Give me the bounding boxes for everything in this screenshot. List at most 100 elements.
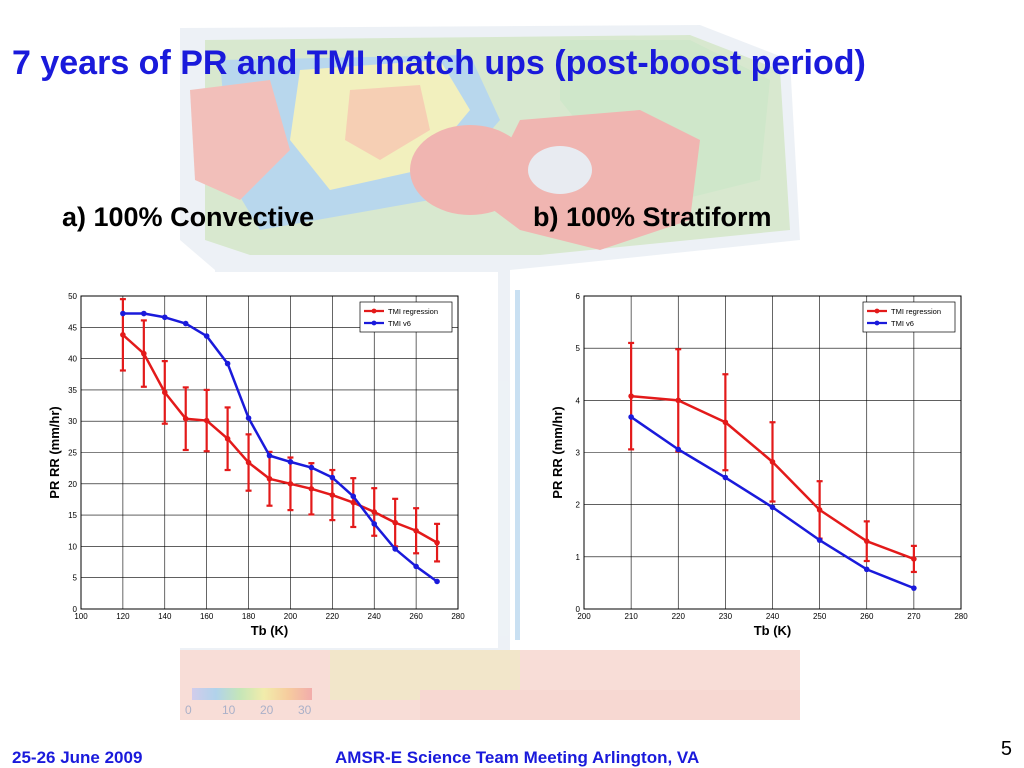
colorbar-tick: 10 <box>222 703 236 717</box>
data-point <box>769 459 776 465</box>
data-point <box>413 563 419 570</box>
data-point <box>350 493 357 500</box>
data-point <box>434 539 440 546</box>
data-point <box>722 419 729 426</box>
chart-panel-convective: 100 120 140 160 180 200 220 240 260 280 0 5 10 15 20 25… <box>20 272 498 648</box>
data-point <box>392 519 398 526</box>
data-point <box>287 481 294 487</box>
data-point <box>371 509 378 515</box>
y-tick-label: 4 <box>576 396 581 405</box>
data-point <box>816 537 823 543</box>
x-tick-label: 200 <box>284 612 298 621</box>
convective-chart: 100 120 140 160 180 200 220 240 260 280 0 5 10 15 20 25… <box>47 292 465 638</box>
y-tick-label: 35 <box>68 386 77 395</box>
legend-box <box>862 301 956 333</box>
data-point <box>203 333 210 339</box>
legend-label: TMI regression <box>388 307 438 316</box>
x-tick-label: 220 <box>326 612 340 621</box>
x-tick-label: 220 <box>672 612 686 621</box>
colorbar-tick: 0 <box>185 703 192 717</box>
data-point <box>182 320 189 327</box>
legend-box <box>359 301 453 333</box>
data-point <box>434 578 440 585</box>
footer-event: AMSR-E Science Team Meeting Arlington, V… <box>335 748 700 767</box>
data-point <box>911 585 917 591</box>
x-tick-label: 160 <box>200 612 214 621</box>
data-point <box>161 389 168 396</box>
data-point <box>308 486 315 492</box>
legend-label: TMI v6 <box>891 319 914 328</box>
data-point <box>371 521 378 527</box>
page-number: 5 <box>1000 738 1012 760</box>
y-tick-label: 20 <box>68 480 77 489</box>
data-point <box>245 459 252 466</box>
data-point <box>816 507 823 513</box>
stratiform-chart: 200 210 220 230 240 250 260 270 280 0 1 2 3 4 5 6 Tb (K)… <box>550 292 968 638</box>
colorbar <box>192 688 312 700</box>
data-point <box>329 474 336 481</box>
data-point <box>350 499 357 506</box>
series-line <box>122 312 438 583</box>
y-tick-label: 30 <box>68 417 77 426</box>
data-point <box>120 310 126 317</box>
x-tick-label: 240 <box>368 612 382 621</box>
legend-marker <box>371 308 377 314</box>
data-point <box>628 414 634 420</box>
data-point <box>266 452 273 459</box>
x-axis-label: Tb (K) <box>251 623 289 638</box>
x-tick-label: 140 <box>158 612 172 621</box>
data-point <box>308 464 315 471</box>
plot-frame <box>80 295 459 610</box>
y-tick-label: 1 <box>576 553 581 562</box>
colorbar-tick: 20 <box>260 703 274 717</box>
y-tick-label: 5 <box>73 574 78 583</box>
y-tick-label: 0 <box>576 605 581 614</box>
footer-date: 25-26 June 2009 <box>12 748 143 767</box>
data-point <box>769 504 776 511</box>
x-tick-label: 280 <box>451 612 465 621</box>
data-point <box>628 393 634 399</box>
legend-marker <box>874 320 880 326</box>
x-tick-label: 250 <box>813 612 827 621</box>
data-point <box>722 474 729 481</box>
x-tick-label: 280 <box>954 612 968 621</box>
x-tick-label: 260 <box>409 612 423 621</box>
x-tick-label: 120 <box>116 612 130 621</box>
chart-panel-stratiform: 200 210 220 230 240 250 260 270 280 0 1 2 3 4 5 6 Tb (K)… <box>520 272 1000 648</box>
x-tick-label: 240 <box>766 612 780 621</box>
panel-label-stratiform: b) 100% Stratiform <box>533 202 772 232</box>
y-tick-label: 15 <box>68 511 77 520</box>
y-tick-label: 6 <box>576 292 581 301</box>
data-point <box>911 556 917 562</box>
y-tick-label: 2 <box>576 501 581 510</box>
data-point <box>675 446 682 453</box>
data-point <box>141 350 147 357</box>
x-tick-label: 200 <box>577 612 591 621</box>
y-tick-label: 45 <box>68 323 77 332</box>
data-point <box>329 492 336 498</box>
x-tick-label: 210 <box>624 612 638 621</box>
x-tick-label: 270 <box>907 612 921 621</box>
slide-title: 7 years of PR and TMI match ups (post-bo… <box>12 44 866 82</box>
data-point <box>141 310 147 317</box>
plot-frame <box>583 295 962 610</box>
y-tick-label: 3 <box>576 449 581 458</box>
y-axis-label: PR RR (mm/hr) <box>550 406 565 498</box>
data-point <box>203 417 210 424</box>
data-point <box>224 435 231 442</box>
x-tick-label: 230 <box>719 612 733 621</box>
data-point <box>224 360 231 367</box>
data-point <box>245 415 252 421</box>
data-point <box>287 459 294 465</box>
y-tick-label: 10 <box>68 542 77 551</box>
y-tick-label: 0 <box>73 605 78 614</box>
panel-label-convective: a) 100% Convective <box>62 202 315 232</box>
data-point <box>863 538 870 544</box>
data-point <box>182 415 189 422</box>
legend-marker <box>874 308 880 314</box>
x-axis-label: Tb (K) <box>754 623 792 638</box>
y-tick-label: 40 <box>68 355 77 364</box>
x-tick-label: 260 <box>860 612 874 621</box>
legend-label: TMI regression <box>891 307 941 316</box>
series-line <box>122 333 438 544</box>
